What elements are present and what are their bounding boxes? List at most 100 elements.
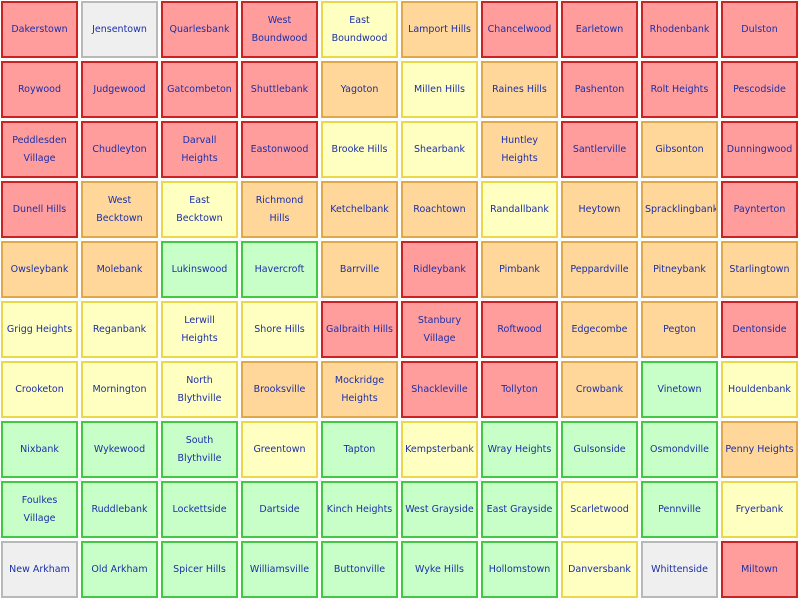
suburb-cell[interactable]: Santlerville	[561, 121, 638, 178]
suburb-cell[interactable]: Earletown	[561, 1, 638, 58]
suburb-cell[interactable]: Pimbank	[481, 241, 558, 298]
suburb-cell[interactable]: Buttonville	[321, 541, 398, 598]
suburb-cell[interactable]: Danversbank	[561, 541, 638, 598]
suburb-cell[interactable]: Ketchelbank	[321, 181, 398, 238]
suburb-cell[interactable]: Brooksville	[241, 361, 318, 418]
suburb-cell[interactable]: Shackleville	[401, 361, 478, 418]
suburb-cell[interactable]: Wyke Hills	[401, 541, 478, 598]
suburb-cell[interactable]: Gibsonton	[641, 121, 718, 178]
suburb-cell[interactable]: Shearbank	[401, 121, 478, 178]
suburb-cell[interactable]: Spracklingbank	[641, 181, 718, 238]
suburb-cell[interactable]: Wray Heights	[481, 421, 558, 478]
suburb-cell[interactable]: Starlingtown	[721, 241, 798, 298]
suburb-cell[interactable]: Dunell Hills	[1, 181, 78, 238]
suburb-cell[interactable]: Gatcombeton	[161, 61, 238, 118]
suburb-cell[interactable]: Roftwood	[481, 301, 558, 358]
suburb-cell[interactable]: Dulston	[721, 1, 798, 58]
suburb-cell[interactable]: Stanbury Village	[401, 301, 478, 358]
suburb-cell[interactable]: East Becktown	[161, 181, 238, 238]
suburb-cell[interactable]: New Arkham	[1, 541, 78, 598]
suburb-cell[interactable]: Roywood	[1, 61, 78, 118]
suburb-cell[interactable]: Mornington	[81, 361, 158, 418]
suburb-cell[interactable]: Crooketon	[1, 361, 78, 418]
suburb-cell[interactable]: Dakerstown	[1, 1, 78, 58]
suburb-cell[interactable]: Osmondville	[641, 421, 718, 478]
suburb-cell[interactable]: Shuttlebank	[241, 61, 318, 118]
suburb-cell[interactable]: Houldenbank	[721, 361, 798, 418]
suburb-cell[interactable]: Grigg Heights	[1, 301, 78, 358]
suburb-cell[interactable]: Richmond Hills	[241, 181, 318, 238]
suburb-cell[interactable]: Hollomstown	[481, 541, 558, 598]
suburb-cell[interactable]: Chancelwood	[481, 1, 558, 58]
suburb-cell[interactable]: Crowbank	[561, 361, 638, 418]
suburb-cell[interactable]: Molebank	[81, 241, 158, 298]
suburb-cell[interactable]: Yagoton	[321, 61, 398, 118]
suburb-cell[interactable]: Pennville	[641, 481, 718, 538]
suburb-cell[interactable]: Nixbank	[1, 421, 78, 478]
suburb-cell[interactable]: Fryerbank	[721, 481, 798, 538]
suburb-cell[interactable]: Lukinswood	[161, 241, 238, 298]
suburb-cell[interactable]: East Boundwood	[321, 1, 398, 58]
suburb-cell[interactable]: Rhodenbank	[641, 1, 718, 58]
suburb-cell[interactable]: West Grayside	[401, 481, 478, 538]
suburb-cell[interactable]: Darvall Heights	[161, 121, 238, 178]
suburb-cell[interactable]: Wykewood	[81, 421, 158, 478]
suburb-cell[interactable]: Pescodside	[721, 61, 798, 118]
suburb-cell[interactable]: Peppardville	[561, 241, 638, 298]
suburb-cell[interactable]: Spicer Hills	[161, 541, 238, 598]
suburb-cell[interactable]: Raines Hills	[481, 61, 558, 118]
suburb-cell[interactable]: Judgewood	[81, 61, 158, 118]
suburb-cell[interactable]: Peddlesden Village	[1, 121, 78, 178]
suburb-cell[interactable]: Heytown	[561, 181, 638, 238]
suburb-cell[interactable]: Williamsville	[241, 541, 318, 598]
suburb-cell[interactable]: Paynterton	[721, 181, 798, 238]
suburb-cell[interactable]: Gulsonside	[561, 421, 638, 478]
suburb-cell[interactable]: Roachtown	[401, 181, 478, 238]
suburb-cell[interactable]: Ridleybank	[401, 241, 478, 298]
suburb-cell[interactable]: Shore Hills	[241, 301, 318, 358]
suburb-cell[interactable]: South Blythville	[161, 421, 238, 478]
suburb-cell[interactable]: East Grayside	[481, 481, 558, 538]
suburb-cell[interactable]: Brooke Hills	[321, 121, 398, 178]
suburb-cell[interactable]: Greentown	[241, 421, 318, 478]
suburb-cell[interactable]: Millen Hills	[401, 61, 478, 118]
suburb-cell[interactable]: Tapton	[321, 421, 398, 478]
suburb-cell[interactable]: Eastonwood	[241, 121, 318, 178]
suburb-cell[interactable]: Chudleyton	[81, 121, 158, 178]
suburb-cell[interactable]: Lamport Hills	[401, 1, 478, 58]
suburb-cell[interactable]: Reganbank	[81, 301, 158, 358]
suburb-cell[interactable]: Galbraith Hills	[321, 301, 398, 358]
suburb-cell[interactable]: Tollyton	[481, 361, 558, 418]
suburb-cell[interactable]: Huntley Heights	[481, 121, 558, 178]
suburb-cell[interactable]: Whittenside	[641, 541, 718, 598]
suburb-cell[interactable]: Pashenton	[561, 61, 638, 118]
suburb-cell[interactable]: North Blythville	[161, 361, 238, 418]
suburb-cell[interactable]: Pegton	[641, 301, 718, 358]
suburb-cell[interactable]: Jensentown	[81, 1, 158, 58]
suburb-cell[interactable]: Randallbank	[481, 181, 558, 238]
suburb-cell[interactable]: Quarlesbank	[161, 1, 238, 58]
suburb-cell[interactable]: West Becktown	[81, 181, 158, 238]
suburb-cell[interactable]: Vinetown	[641, 361, 718, 418]
suburb-cell[interactable]: Old Arkham	[81, 541, 158, 598]
suburb-cell[interactable]: Ruddlebank	[81, 481, 158, 538]
suburb-cell[interactable]: Owsleybank	[1, 241, 78, 298]
suburb-cell[interactable]: Edgecombe	[561, 301, 638, 358]
suburb-cell[interactable]: West Boundwood	[241, 1, 318, 58]
suburb-cell[interactable]: Dartside	[241, 481, 318, 538]
suburb-cell[interactable]: Pitneybank	[641, 241, 718, 298]
suburb-cell[interactable]: Kempsterbank	[401, 421, 478, 478]
suburb-cell[interactable]: Dentonside	[721, 301, 798, 358]
suburb-cell[interactable]: Lockettside	[161, 481, 238, 538]
suburb-cell[interactable]: Mockridge Heights	[321, 361, 398, 418]
suburb-cell[interactable]: Dunningwood	[721, 121, 798, 178]
suburb-cell[interactable]: Barrville	[321, 241, 398, 298]
suburb-cell[interactable]: Miltown	[721, 541, 798, 598]
suburb-cell[interactable]: Havercroft	[241, 241, 318, 298]
suburb-cell[interactable]: Kinch Heights	[321, 481, 398, 538]
suburb-cell[interactable]: Foulkes Village	[1, 481, 78, 538]
suburb-cell[interactable]: Scarletwood	[561, 481, 638, 538]
suburb-cell[interactable]: Penny Heights	[721, 421, 798, 478]
suburb-cell[interactable]: Lerwill Heights	[161, 301, 238, 358]
suburb-cell[interactable]: Rolt Heights	[641, 61, 718, 118]
